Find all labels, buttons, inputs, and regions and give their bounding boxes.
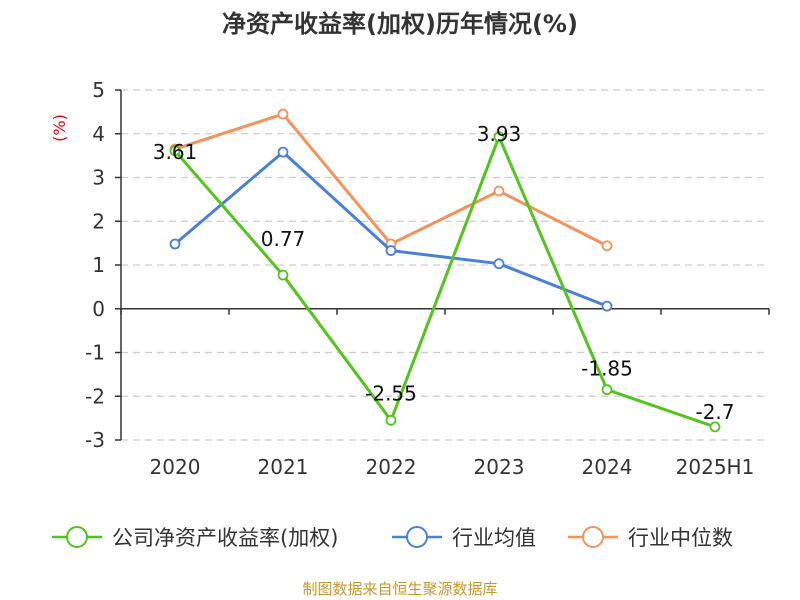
source-note: 制图数据来自恒生聚源数据库	[302, 580, 497, 598]
x-tick-label: 2023	[474, 455, 525, 479]
series-line	[173, 135, 716, 429]
chart-title: 净资产收益率(加权)历年情况(%)	[222, 10, 578, 38]
data-point	[601, 300, 613, 312]
legend: 公司净资产收益率(加权) 行业均值 行业中位数	[52, 526, 733, 550]
data-point	[601, 384, 613, 396]
series-lines	[169, 108, 721, 433]
data-point	[493, 131, 505, 143]
data-label: 0.77	[261, 227, 306, 251]
y-tick-label: 1	[92, 253, 105, 277]
data-label: -2.7	[695, 400, 734, 424]
data-label: -2.55	[365, 381, 417, 405]
x-tick-label: 2025H1	[676, 455, 755, 479]
legend-marker	[66, 526, 88, 548]
x-tick-label: 2024	[582, 455, 633, 479]
data-label: 3.61	[153, 140, 198, 164]
y-tick-label: 5	[92, 78, 105, 102]
x-tick-label: 2020	[150, 455, 201, 479]
y-tick-label: 4	[92, 122, 105, 146]
legend-label: 行业中位数	[628, 526, 733, 550]
axes: 5 4 3 2 1 0 -1 -2 -3 2020 2021 2022 2023 2024 2025H1	[85, 78, 770, 479]
x-tick-label: 2021	[258, 455, 309, 479]
y-tick-label: 3	[92, 166, 105, 190]
data-point	[169, 145, 181, 157]
data-label: 3.93	[477, 122, 522, 146]
y-tick-label: -3	[85, 428, 105, 452]
data-point	[601, 240, 613, 252]
y-tick-label: -2	[85, 384, 105, 408]
data-point	[277, 108, 289, 120]
x-tick-label: 2022	[366, 455, 417, 479]
data-point	[493, 185, 505, 197]
data-labels: 3.61 0.77 -2.55 3.93 -1.85 -2.7	[153, 122, 735, 424]
gridlines	[121, 89, 769, 441]
legend-label: 行业均值	[452, 526, 536, 550]
data-point	[277, 146, 289, 158]
series-line	[174, 150, 608, 308]
data-point	[493, 258, 505, 270]
data-point	[385, 414, 397, 426]
y-tick-label: -1	[85, 341, 105, 365]
legend-label: 公司净资产收益率(加权)	[112, 526, 338, 550]
data-point	[385, 245, 397, 256]
y-tick-label: 2	[92, 209, 105, 233]
data-point	[169, 238, 181, 250]
data-point	[709, 421, 721, 433]
y-tick-label: 0	[92, 297, 105, 321]
data-label: -1.85	[581, 357, 633, 381]
legend-marker	[582, 526, 604, 548]
legend-marker	[406, 526, 428, 548]
y-axis-label: (%)	[50, 114, 69, 142]
data-point	[277, 269, 289, 281]
